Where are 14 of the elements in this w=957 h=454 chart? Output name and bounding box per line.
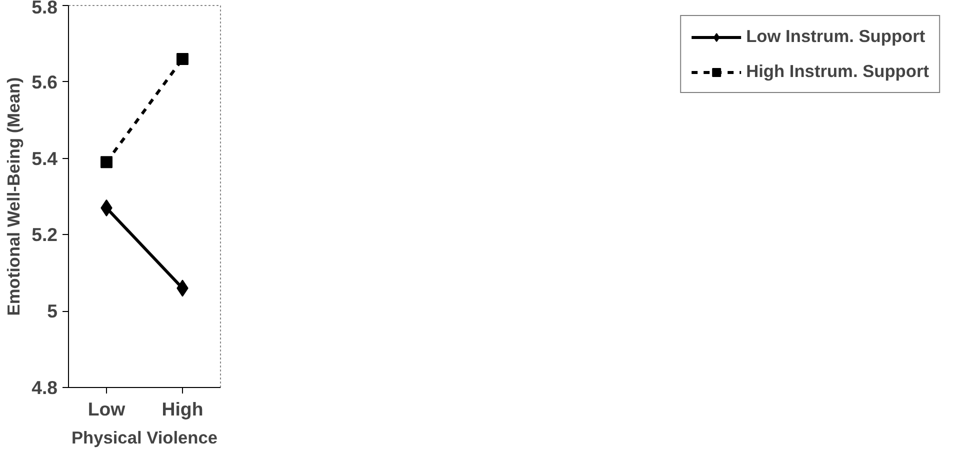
y-tick-label: 5 — [47, 300, 58, 322]
x-axis-title: Physical Violence — [71, 428, 218, 448]
point — [100, 156, 112, 168]
y-tick-label: 4.8 — [32, 377, 58, 398]
y-tick-label: 5.4 — [32, 148, 58, 169]
point — [176, 52, 188, 65]
legend-label: High Instrum. Support — [746, 61, 929, 82]
y-axis-title: Emotional Well-Being (Mean) — [4, 77, 24, 316]
legend-label: Low Instrum. Support — [746, 26, 926, 47]
y-tick-label: 5.2 — [32, 224, 58, 246]
y-tick-label: 5.8 — [32, 0, 58, 18]
x-tick-label: High — [162, 398, 204, 420]
x-tick-label: Low — [88, 398, 126, 420]
y-tick-label: 5.6 — [32, 71, 58, 92]
